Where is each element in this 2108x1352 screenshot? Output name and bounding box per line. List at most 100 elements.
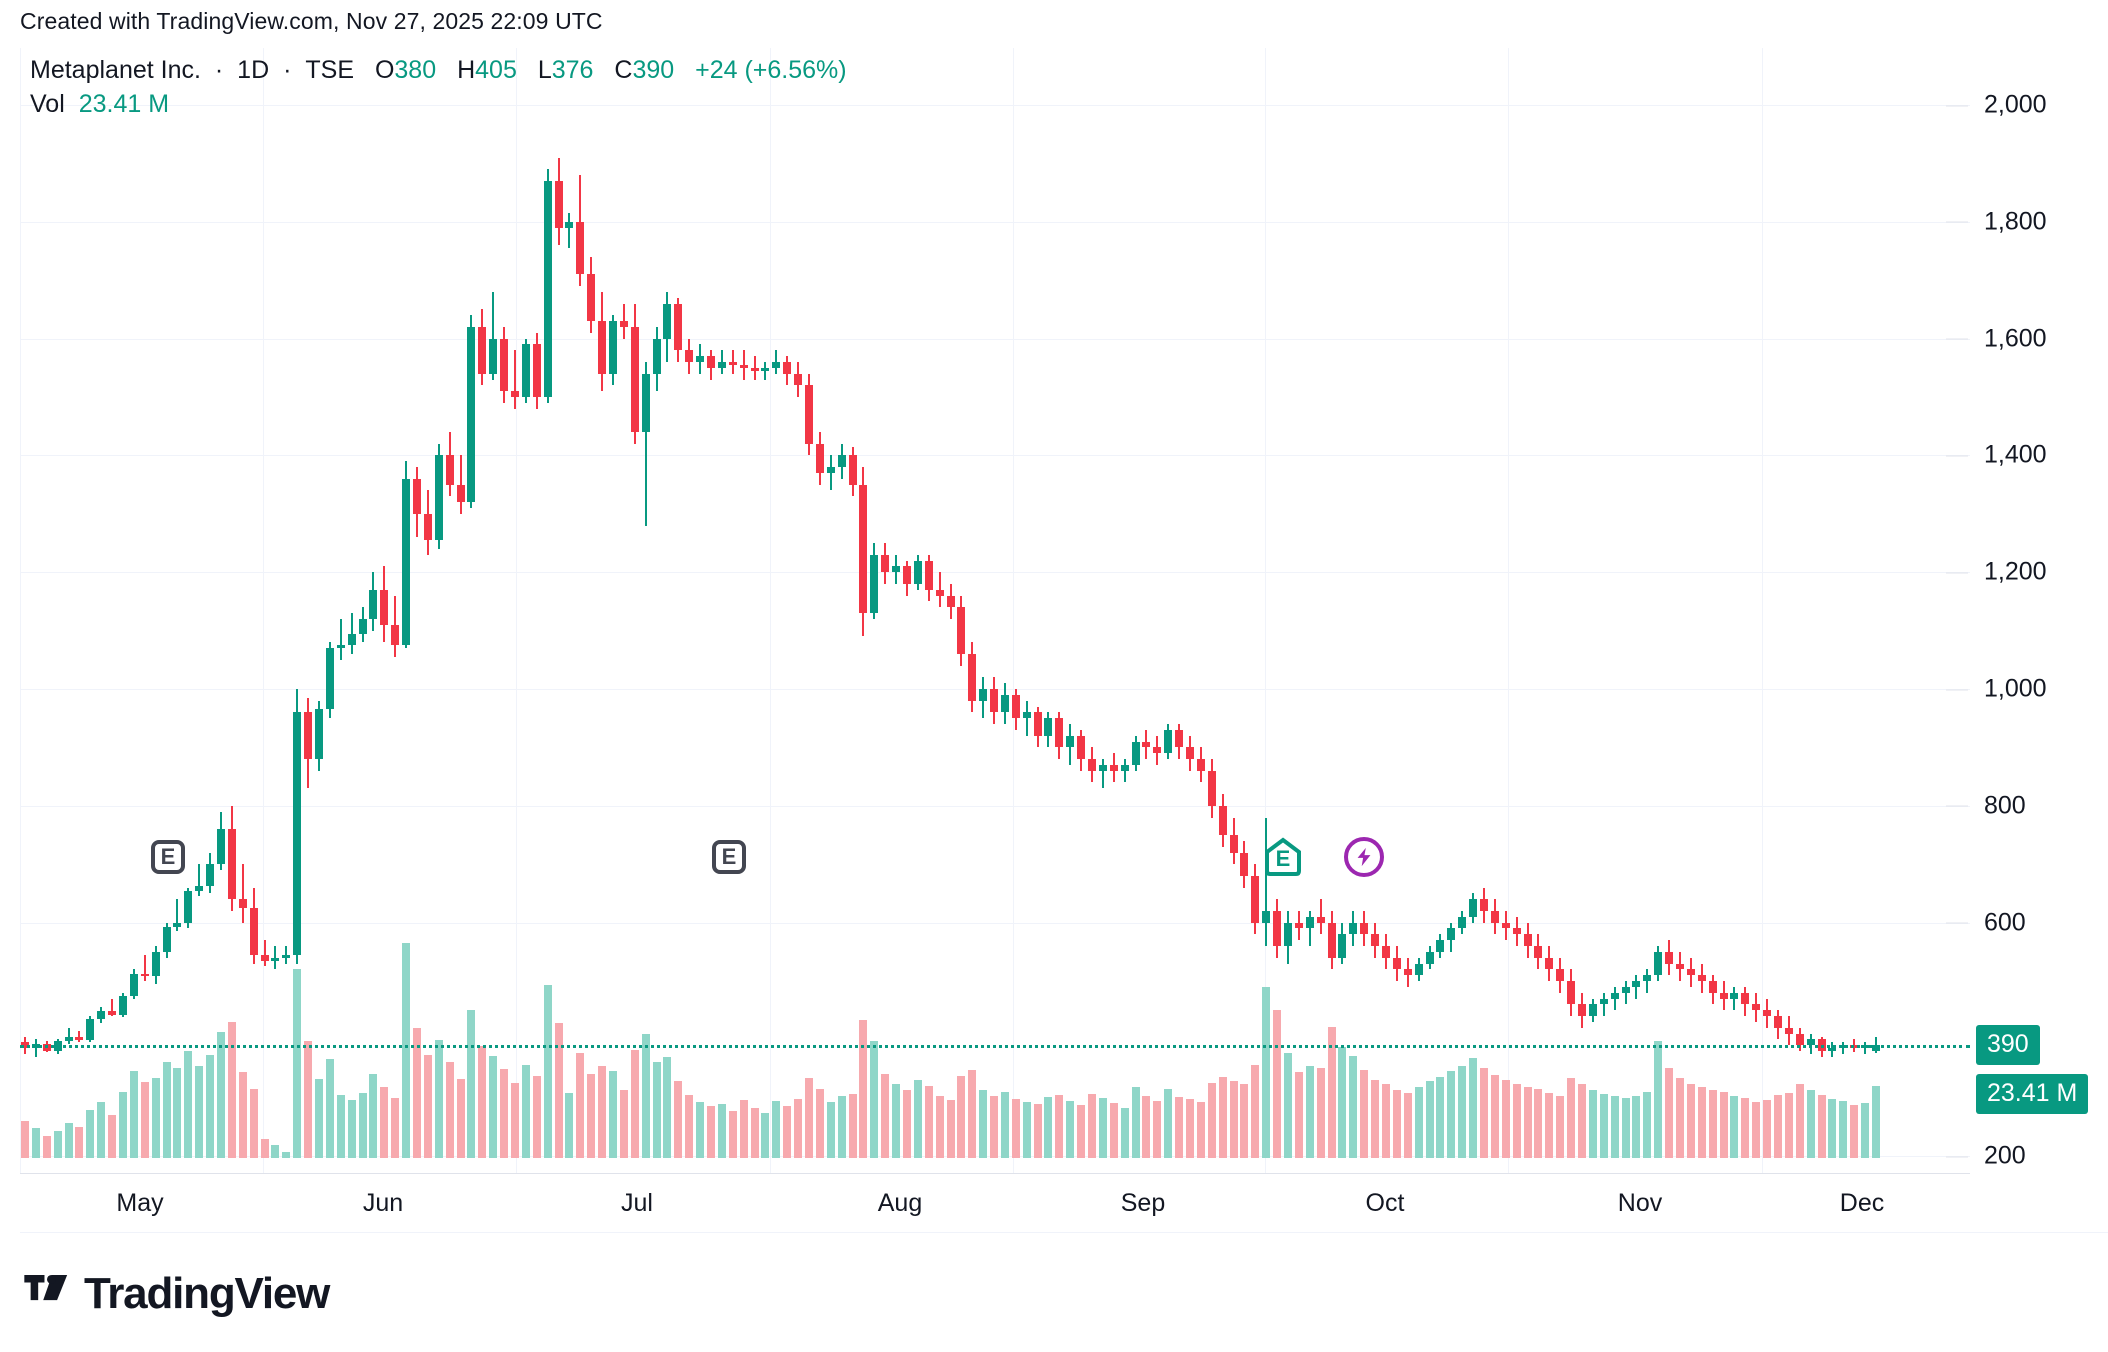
candle-body xyxy=(1654,951,1663,976)
volume-bar xyxy=(336,1095,345,1158)
candle-body xyxy=(64,1037,73,1041)
volume-bar xyxy=(75,1126,84,1158)
price-tick-label: 1,200 xyxy=(1946,558,2047,587)
candle-wick xyxy=(1733,986,1736,1011)
volume-bar xyxy=(794,1098,803,1158)
candle-body xyxy=(532,344,541,398)
candle-body xyxy=(1414,963,1423,976)
earnings-upcoming-marker-icon[interactable]: E xyxy=(1263,837,1303,877)
volume-bar xyxy=(1207,1083,1216,1158)
volume-bar xyxy=(467,1009,476,1158)
volume-bar xyxy=(304,1040,313,1158)
candle-body xyxy=(717,362,726,368)
tradingview-footer[interactable]: TradingView xyxy=(24,1272,330,1316)
candle-wick xyxy=(829,455,832,491)
candle-body xyxy=(510,391,519,398)
volume-bar xyxy=(532,1075,541,1158)
current-price-badge: 390 xyxy=(1976,1025,2040,1066)
candle-body xyxy=(140,974,149,977)
candle-body xyxy=(1447,928,1456,941)
candle-wick xyxy=(1308,910,1311,946)
volume-bar xyxy=(630,1049,639,1158)
volume-bar xyxy=(1708,1090,1717,1158)
volume-bar xyxy=(173,1067,182,1158)
volume-bar xyxy=(1545,1093,1554,1158)
volume-bar xyxy=(619,1090,628,1158)
candle-body xyxy=(1098,764,1107,771)
gridline-vertical xyxy=(770,48,771,1173)
candle-body xyxy=(1229,835,1238,853)
price-tick-label: 200 xyxy=(1946,1142,2026,1171)
candle-body xyxy=(1676,963,1684,970)
candle-body xyxy=(1665,951,1674,964)
price-tick-label: 2,000 xyxy=(1946,91,2047,120)
candle-body xyxy=(1469,899,1478,917)
candle-body xyxy=(1632,981,1641,987)
volume-bar xyxy=(1316,1067,1325,1158)
candle-body xyxy=(1795,1033,1804,1046)
volume-bar xyxy=(1752,1102,1761,1158)
candle-wick xyxy=(198,864,201,897)
volume-bar xyxy=(1425,1080,1434,1158)
volume-bar xyxy=(478,1046,487,1158)
candle-body xyxy=(1610,992,1619,999)
candle-body xyxy=(837,455,846,468)
volume-bar xyxy=(728,1111,737,1158)
candle-body xyxy=(1828,1048,1837,1052)
price-scale[interactable]: 2,000 1,800 1,600 1,400 1,200 1,000 800 600 200 3… xyxy=(1946,48,2108,1173)
volume-bar xyxy=(1284,1052,1293,1158)
time-tick-label: Oct xyxy=(1365,1189,1405,1217)
candle-body xyxy=(162,927,171,952)
candle-body xyxy=(1120,764,1129,771)
volume-bar xyxy=(162,1062,171,1158)
price-tick-mark xyxy=(1946,689,1968,691)
volume-bar xyxy=(1382,1084,1391,1158)
volume-bar xyxy=(1534,1089,1543,1158)
time-scale[interactable]: May Jun Jul Aug Sep Oct Nov Dec xyxy=(20,1173,2108,1233)
candle-body xyxy=(1382,946,1391,958)
volume-bar xyxy=(1077,1105,1086,1158)
gridline-horizontal xyxy=(20,922,1970,924)
volume-bar xyxy=(663,1056,672,1158)
candle-body xyxy=(467,326,476,503)
volume-bar xyxy=(696,1102,705,1158)
volume-bar xyxy=(1806,1090,1815,1158)
volume-bar xyxy=(1055,1094,1064,1158)
volume-bar xyxy=(1632,1096,1641,1158)
volume-bar xyxy=(118,1091,127,1158)
earnings-marker-icon[interactable]: E xyxy=(151,840,185,874)
volume-bar xyxy=(510,1082,519,1158)
candle-body xyxy=(674,303,683,351)
volume-bar xyxy=(1676,1078,1684,1158)
time-tick-label: Jul xyxy=(621,1189,653,1217)
volume-bar xyxy=(1164,1089,1173,1158)
candle-body xyxy=(173,922,182,928)
volume-bar xyxy=(750,1108,759,1158)
candle-body xyxy=(282,954,291,958)
candle-body xyxy=(129,974,138,996)
volume-bar xyxy=(1523,1087,1532,1158)
candle-body xyxy=(1719,992,1728,999)
dividend-event-marker-icon[interactable] xyxy=(1344,837,1384,877)
candle-body xyxy=(1392,957,1401,970)
candle-body xyxy=(1501,922,1510,929)
candle-body xyxy=(1686,969,1695,976)
volume-bar xyxy=(1131,1086,1140,1158)
candle-wick xyxy=(1646,969,1649,993)
candle-body xyxy=(1588,1004,1597,1017)
candle-body xyxy=(619,321,628,327)
volume-bar xyxy=(1610,1095,1619,1158)
candle-wick xyxy=(1602,992,1605,1017)
candle-body xyxy=(1545,957,1554,970)
candle-body xyxy=(1643,975,1652,982)
volume-bar xyxy=(1392,1090,1401,1158)
candle-body xyxy=(184,890,193,923)
candle-wick xyxy=(176,899,179,932)
candle-body xyxy=(1490,910,1499,923)
volume-bar xyxy=(238,1072,247,1158)
gridline-horizontal xyxy=(20,338,1970,340)
volume-bar xyxy=(358,1092,367,1158)
earnings-marker-icon[interactable]: E xyxy=(712,840,746,874)
